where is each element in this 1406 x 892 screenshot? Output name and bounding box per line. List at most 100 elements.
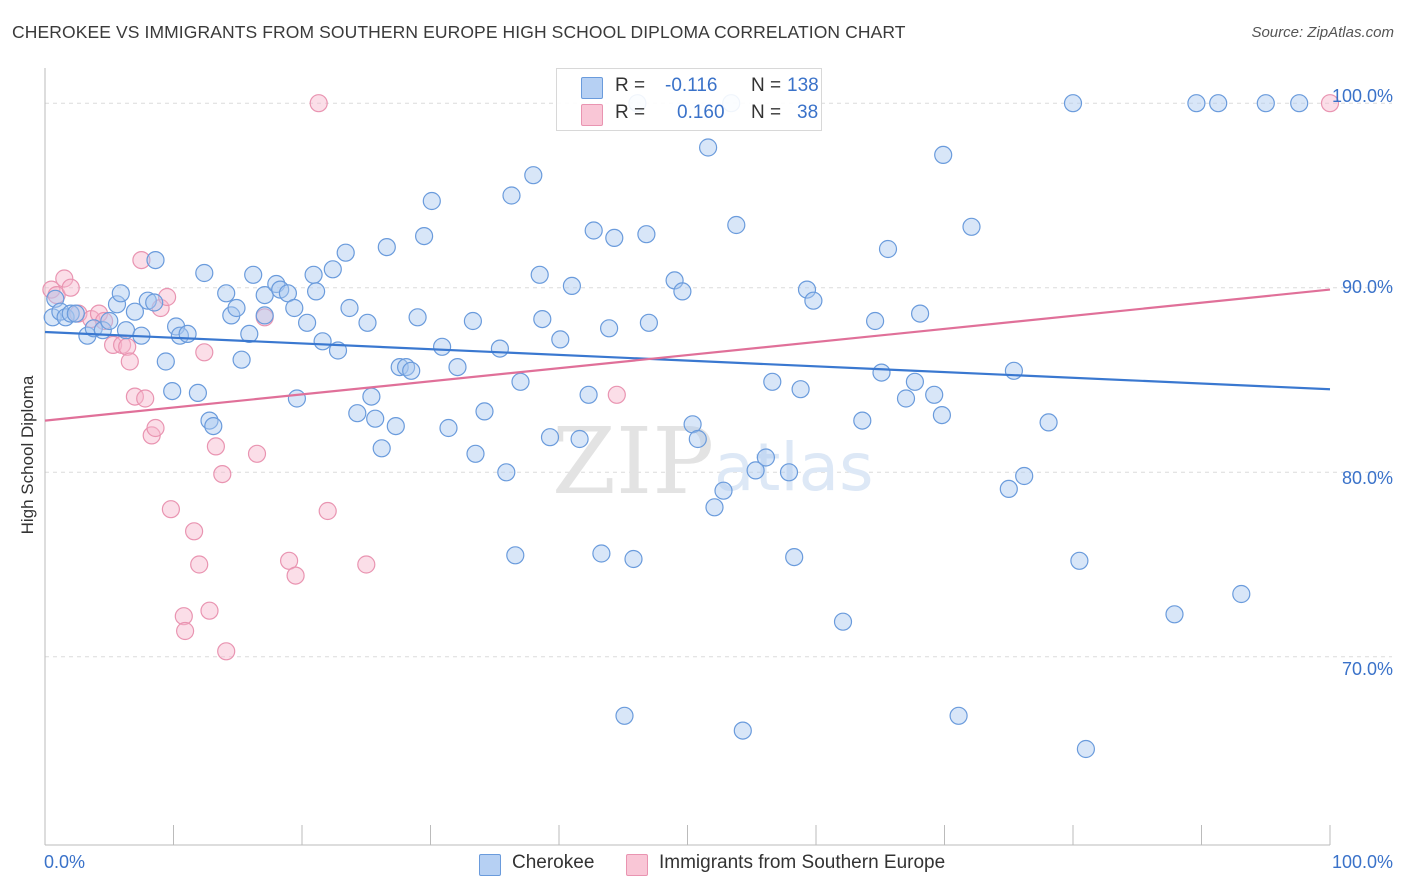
point-cherokee: [408, 308, 427, 327]
point-cherokee: [905, 372, 925, 391]
bottom-legend-swatch-blue: [479, 854, 501, 876]
point-immigrants: [247, 444, 267, 463]
point-cherokee: [1290, 94, 1309, 113]
point-cherokee: [1232, 584, 1251, 604]
point-cherokee: [107, 295, 127, 314]
y-tick-label-70: 70.0%: [1341, 659, 1393, 679]
point-cherokee: [285, 298, 304, 318]
point-immigrants: [55, 269, 74, 288]
point-cherokee: [999, 479, 1018, 498]
x-max-label: 100.0%: [1331, 852, 1393, 872]
point-cherokee: [506, 546, 525, 565]
point-cherokee: [872, 363, 891, 382]
point-cherokee: [533, 310, 552, 329]
watermark: ZIP atlas: [552, 408, 874, 515]
point-cherokee: [366, 409, 385, 428]
point-immigrants: [195, 343, 214, 362]
legend-swatch-blue: [581, 77, 603, 99]
point-cherokee: [362, 387, 381, 406]
point-cherokee: [217, 284, 236, 303]
point-cherokee: [615, 706, 634, 725]
point-immigrants: [185, 522, 204, 541]
point-cherokee: [125, 302, 144, 321]
point-immigrants: [607, 385, 626, 404]
point-cherokee: [1187, 94, 1206, 113]
point-immigrants: [217, 642, 236, 661]
point-cherokee: [540, 428, 560, 447]
point-cherokee: [733, 721, 752, 740]
point-cherokee: [785, 547, 804, 567]
point-cherokee: [240, 324, 259, 343]
point-cherokee: [439, 418, 458, 438]
point-cherokee: [910, 304, 930, 323]
point-cherokee: [163, 382, 182, 401]
bottom-legend-label: Cherokee: [512, 852, 595, 873]
gridlines: [45, 102, 1392, 658]
point-immigrants: [213, 465, 232, 484]
point-cherokee: [579, 385, 598, 404]
point-immigrants: [94, 311, 114, 331]
point-immigrants: [136, 389, 155, 408]
point-cherokee: [878, 239, 898, 259]
watermark-zip: ZIP: [552, 408, 714, 515]
point-cherokee: [756, 448, 776, 467]
point-cherokee: [791, 380, 810, 399]
legend-r-label: R =: [615, 75, 646, 96]
point-immigrants: [206, 437, 225, 456]
x-min-label: 0.0%: [44, 852, 86, 872]
point-cherokee: [145, 293, 164, 312]
point-cherokee: [298, 313, 317, 332]
point-cherokee: [244, 265, 263, 284]
point-cherokee: [348, 404, 367, 423]
source-label: Source: ZipAtlas.com: [1251, 24, 1394, 41]
point-cherokee: [448, 358, 467, 377]
point-cherokee: [896, 389, 916, 408]
point-cherokee: [433, 337, 452, 356]
point-cherokee: [698, 138, 718, 157]
point-cherokee: [865, 311, 885, 331]
y-tick-label-90: 90.0%: [1341, 277, 1393, 297]
point-cherokee: [624, 549, 643, 569]
point-cherokee: [688, 429, 707, 449]
point-cherokee: [377, 238, 396, 257]
legend-n-value: 138: [787, 75, 819, 96]
point-immigrants: [357, 555, 376, 574]
watermark-atlas: atlas: [714, 429, 874, 506]
point-cherokee: [61, 304, 80, 323]
point-cherokee: [313, 332, 332, 351]
point-immigrants: [146, 418, 165, 438]
bottom-legend-label: Immigrants from Southern Europe: [659, 852, 946, 873]
bottom-legend-swatch-pink: [626, 854, 648, 876]
legend-r-label: R =: [615, 102, 646, 123]
point-cherokee: [1070, 551, 1089, 570]
point-cherokee: [111, 284, 130, 303]
point-cherokee: [673, 282, 692, 301]
point-cherokee: [934, 145, 953, 164]
point-cherokee: [1165, 605, 1184, 624]
point-immigrants: [132, 251, 151, 270]
point-cherokee: [170, 326, 189, 345]
point-cherokee: [1256, 94, 1275, 113]
point-cherokee: [797, 280, 817, 299]
point-cherokee: [502, 186, 521, 205]
point-cherokee: [804, 291, 823, 310]
series-cherokee-points: [43, 94, 1309, 759]
point-cherokee: [138, 291, 157, 310]
y-tick-label-80: 80.0%: [1341, 468, 1393, 488]
point-cherokee: [1076, 739, 1096, 759]
point-cherokee: [390, 358, 409, 377]
trend-line-cherokee: [44, 330, 1331, 391]
point-immigrants: [118, 337, 137, 356]
point-cherokee: [227, 298, 246, 318]
legend-n-value: 38: [797, 102, 819, 123]
point-cherokee: [232, 350, 251, 369]
point-immigrants: [61, 278, 80, 297]
point-cherokee: [475, 402, 494, 421]
point-immigrants: [309, 94, 328, 113]
point-cherokee: [287, 389, 306, 408]
point-immigrants: [176, 621, 195, 641]
correlation-legend: R = -0.116 N = 138 R = 0.160 N = 38: [556, 68, 822, 131]
point-cherokee: [1004, 361, 1024, 380]
y-tick-label-100: 100.0%: [1331, 86, 1393, 106]
series-immigrants-points: [42, 94, 1340, 661]
